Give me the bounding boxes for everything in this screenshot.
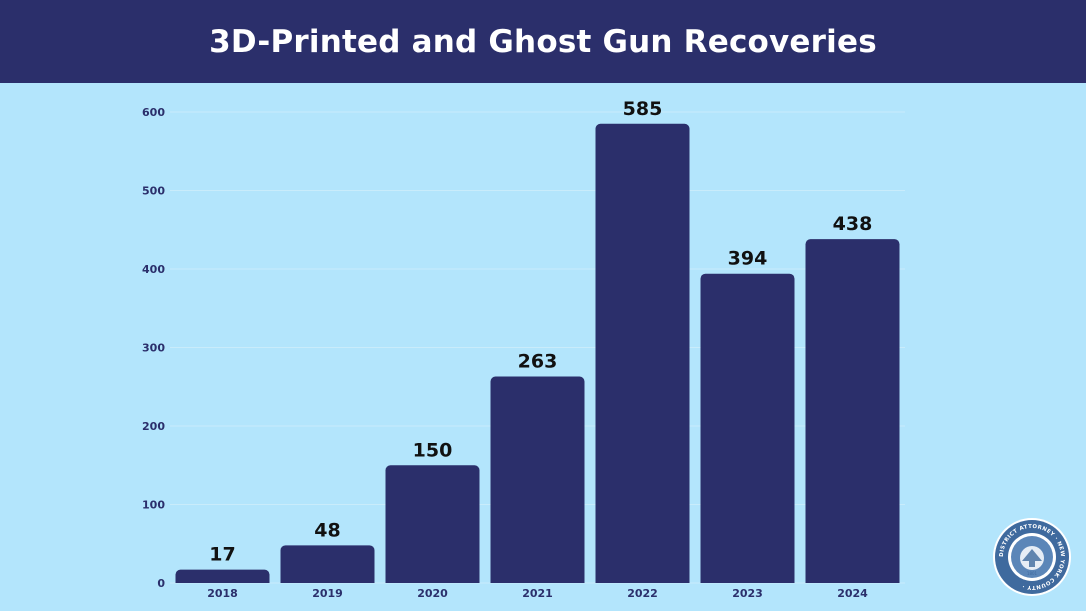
y-axis-ticks: 0 100 200 300 400 500 600: [142, 106, 165, 590]
bar-2024: [805, 239, 900, 584]
bar-base-2018: [175, 577, 270, 583]
data-label-2021: 263: [518, 351, 558, 373]
y-tick-label-300: 300: [142, 342, 165, 355]
bar-2019: [280, 545, 375, 583]
y-tick-label-200: 200: [142, 420, 165, 433]
x-tick-label-2020: 2020: [417, 587, 448, 600]
bar-base-2019: [280, 577, 375, 583]
y-tick-label-600: 600: [142, 106, 165, 119]
bar-base-2021: [490, 577, 585, 583]
data-label-2019: 48: [314, 519, 340, 541]
y-tick-label-100: 100: [142, 499, 165, 512]
data-label-2023: 394: [728, 248, 768, 270]
bars: [175, 123, 900, 584]
title-banner: 3D-Printed and Ghost Gun Recoveries: [0, 0, 1086, 83]
chart-title: 3D-Printed and Ghost Gun Recoveries: [209, 23, 877, 60]
y-tick-label-400: 400: [142, 263, 165, 276]
bar-base-2022: [595, 577, 690, 583]
x-tick-label-2018: 2018: [207, 587, 238, 600]
bar-2023: [700, 273, 795, 583]
bar-2021: [490, 376, 585, 583]
seal-year: 1801: [1027, 571, 1038, 576]
district-attorney-seal-icon: DISTRICT ATTORNEY · NEW YORK COUNTY · 18…: [993, 518, 1071, 596]
data-label-2018: 17: [209, 544, 235, 566]
y-tick-label-500: 500: [142, 185, 165, 198]
x-axis-ticks: 2018 2019 2020 2021 2022 2023 2024: [207, 587, 868, 600]
data-label-2022: 585: [623, 98, 663, 120]
data-label-2020: 150: [413, 439, 453, 461]
x-tick-label-2022: 2022: [627, 587, 658, 600]
bar-base-2020: [385, 577, 480, 583]
bar-2022: [595, 123, 690, 584]
bar-base-2023: [700, 577, 795, 583]
x-tick-label-2021: 2021: [522, 587, 553, 600]
bar-2020: [385, 465, 480, 583]
y-tick-label-0: 0: [157, 577, 165, 590]
x-tick-label-2024: 2024: [837, 587, 868, 600]
x-tick-label-2023: 2023: [732, 587, 763, 600]
x-tick-label-2019: 2019: [312, 587, 343, 600]
bar-base-2024: [805, 577, 900, 583]
data-label-2024: 438: [833, 213, 873, 235]
data-labels: 17 48 150 263 585 394 438: [209, 98, 872, 566]
